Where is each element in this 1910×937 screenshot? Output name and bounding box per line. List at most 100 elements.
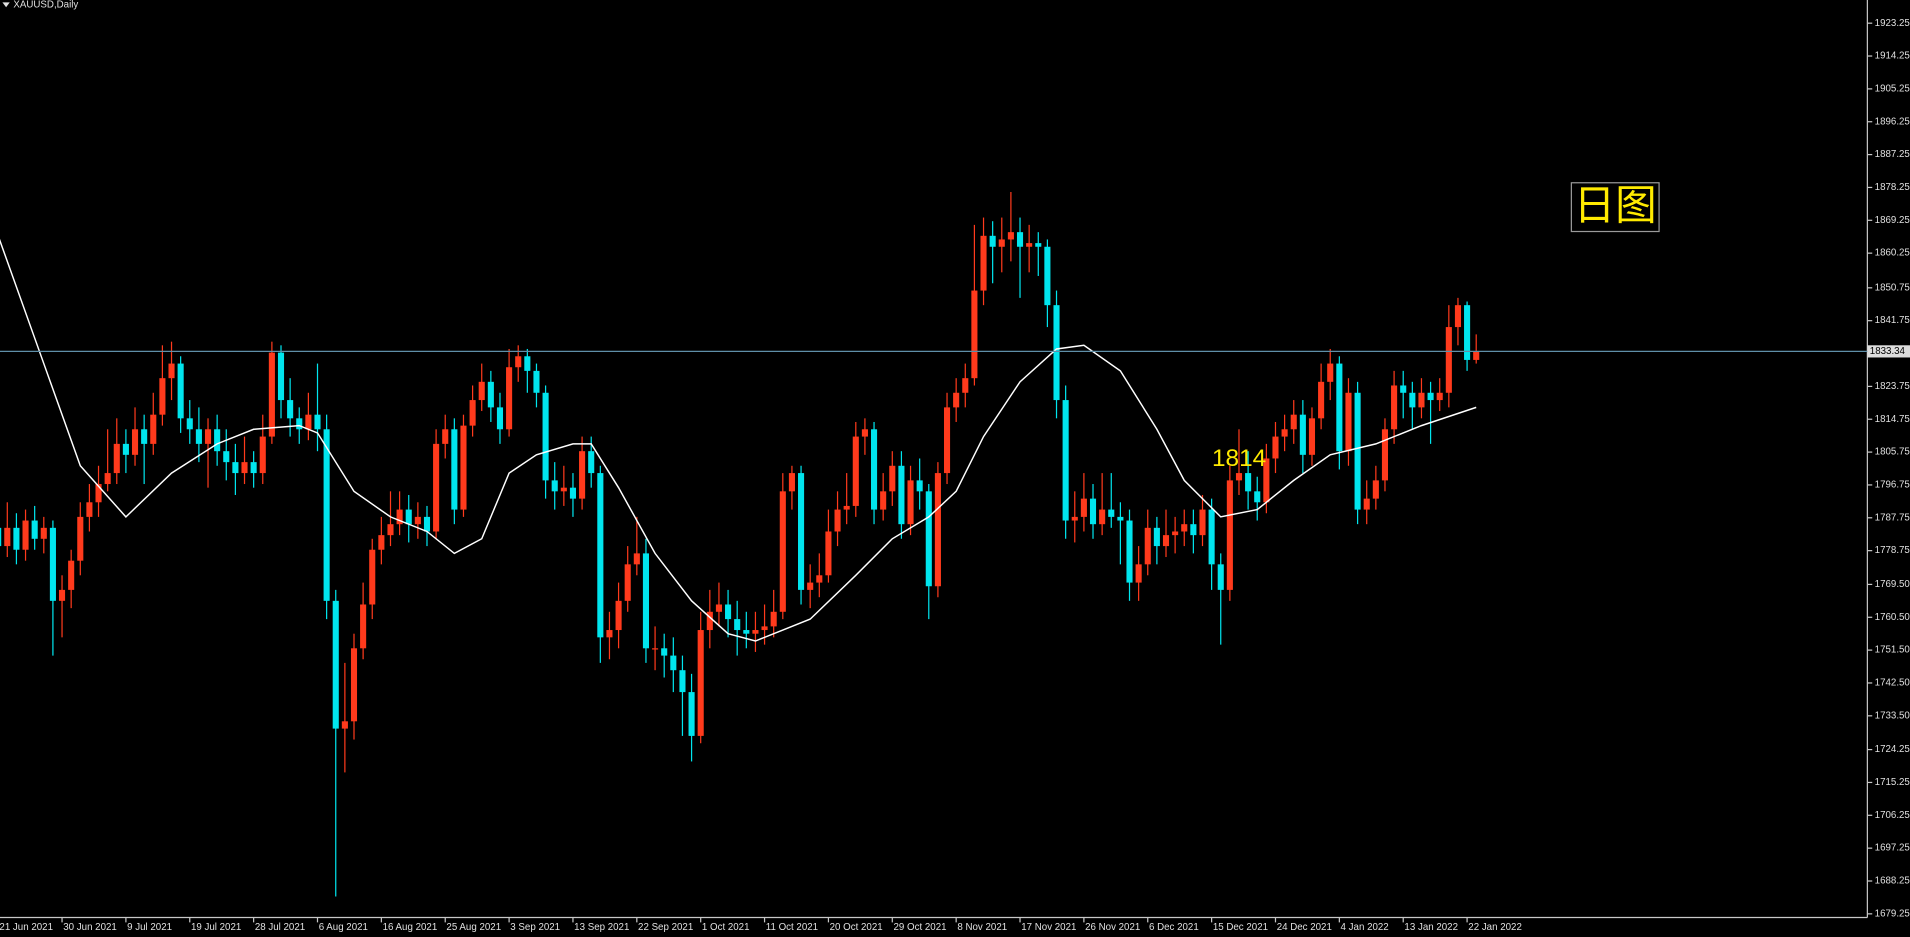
- candle-body: [624, 564, 631, 601]
- annotation: 日图: [1574, 181, 1657, 229]
- candle-body: [1044, 246, 1051, 306]
- price-label: 1833.34: [1870, 346, 1906, 357]
- candle-body: [1026, 243, 1033, 247]
- candle-body: [807, 582, 814, 590]
- candle-body: [323, 429, 330, 601]
- candle-body: [86, 502, 93, 517]
- candle-body: [204, 429, 212, 444]
- y-tick-label: 1841.75: [1875, 315, 1910, 326]
- candle-body: [1400, 385, 1407, 393]
- candle-body: [1427, 392, 1434, 401]
- candle-body: [1217, 564, 1224, 590]
- y-tick-label: 1724.25: [1875, 744, 1910, 755]
- candle-body: [1144, 527, 1151, 565]
- candle-body: [706, 611, 713, 631]
- candle-body: [49, 527, 56, 601]
- candle-body: [889, 465, 896, 492]
- y-tick-label: 1905.25: [1875, 83, 1910, 94]
- candle-body: [1263, 458, 1270, 503]
- y-tick-label: 1778.75: [1875, 545, 1910, 556]
- candle-body: [296, 418, 303, 430]
- candle-body: [551, 480, 558, 492]
- x-tick-label: 11 Oct 2021: [766, 922, 818, 933]
- candle-body: [715, 604, 722, 612]
- candle-body: [652, 648, 659, 650]
- y-tick-label: 1769.50: [1875, 579, 1910, 590]
- x-tick-label: 19 Jul 2021: [191, 922, 241, 933]
- candle-body: [1007, 232, 1014, 240]
- candle-body: [980, 235, 987, 291]
- candle-body: [661, 648, 668, 656]
- candle-body: [1290, 414, 1297, 430]
- candle-body: [1454, 305, 1462, 328]
- x-tick-label: 30 Jun 2021: [63, 922, 117, 933]
- candle-body: [588, 451, 595, 474]
- candle-body: [387, 524, 394, 536]
- annotation: 1814: [1212, 445, 1266, 472]
- candle-body: [13, 527, 20, 550]
- candle-body: [542, 392, 549, 481]
- candle-body: [1418, 392, 1425, 408]
- candle-body: [1445, 327, 1452, 393]
- y-tick-label: 1787.75: [1875, 512, 1910, 523]
- candle-body: [506, 367, 513, 430]
- candle-body: [168, 363, 175, 379]
- candle-body: [1035, 243, 1042, 247]
- candle-body: [195, 429, 202, 444]
- candle-body: [725, 604, 732, 620]
- candle-body: [1336, 363, 1343, 452]
- x-tick-label: 16 Aug 2021: [383, 922, 438, 933]
- candle-body: [259, 436, 266, 474]
- candle-body: [1208, 509, 1215, 565]
- candle-body: [287, 400, 294, 419]
- candle-body: [524, 356, 531, 371]
- x-tick-label: 13 Jan 2022: [1404, 922, 1458, 933]
- x-tick-label: 22 Jan 2022: [1468, 922, 1522, 933]
- candle-body: [515, 356, 522, 368]
- candle-body: [816, 575, 823, 583]
- candle-body: [798, 473, 805, 590]
- x-tick-label: 13 Sep 2021: [574, 922, 629, 933]
- annotation-box: [1570, 182, 1660, 233]
- candle-body: [1254, 491, 1261, 503]
- chart-title: XAUUSD,Daily: [13, 0, 78, 10]
- candle-body: [22, 520, 29, 550]
- candle-body: [378, 535, 385, 550]
- candle-body: [1281, 429, 1288, 437]
- candle-body: [1162, 535, 1170, 547]
- x-tick-label: 17 Nov 2021: [1021, 922, 1076, 933]
- y-tick-label: 1805.75: [1875, 447, 1910, 458]
- candle-body: [40, 527, 47, 539]
- candle-body: [1062, 400, 1069, 521]
- y-tick-label: 1914.25: [1875, 51, 1910, 62]
- candle-body: [1318, 381, 1325, 419]
- candle-body: [214, 429, 221, 452]
- y-tick-label: 1860.25: [1875, 248, 1910, 259]
- candle-body: [743, 630, 750, 634]
- candle-body: [870, 429, 878, 510]
- candle-body: [953, 392, 960, 408]
- candle-body: [998, 239, 1005, 247]
- candle-body: [1245, 473, 1252, 492]
- candle-body: [1391, 385, 1398, 430]
- candle-body: [31, 520, 38, 539]
- candle-body: [925, 491, 932, 587]
- candle-body: [369, 549, 376, 605]
- y-tick-label: 1814.75: [1875, 414, 1910, 425]
- y-tick-label: 1923.25: [1875, 18, 1910, 29]
- candle-body: [186, 418, 193, 430]
- y-tick-label: 1679.25: [1875, 908, 1910, 919]
- x-tick-label: 28 Jul 2021: [255, 922, 305, 933]
- candle-body: [332, 600, 339, 729]
- candle-body: [1099, 509, 1106, 525]
- x-tick-label: 25 Aug 2021: [446, 922, 501, 933]
- x-tick-label: 1 Oct 2021: [702, 922, 750, 933]
- candle-body: [360, 604, 367, 649]
- y-tick-label: 1823.75: [1875, 381, 1910, 392]
- candle-body: [1199, 509, 1206, 536]
- candle-body: [341, 721, 348, 729]
- candle-body: [1053, 305, 1060, 401]
- candle-body: [734, 619, 741, 631]
